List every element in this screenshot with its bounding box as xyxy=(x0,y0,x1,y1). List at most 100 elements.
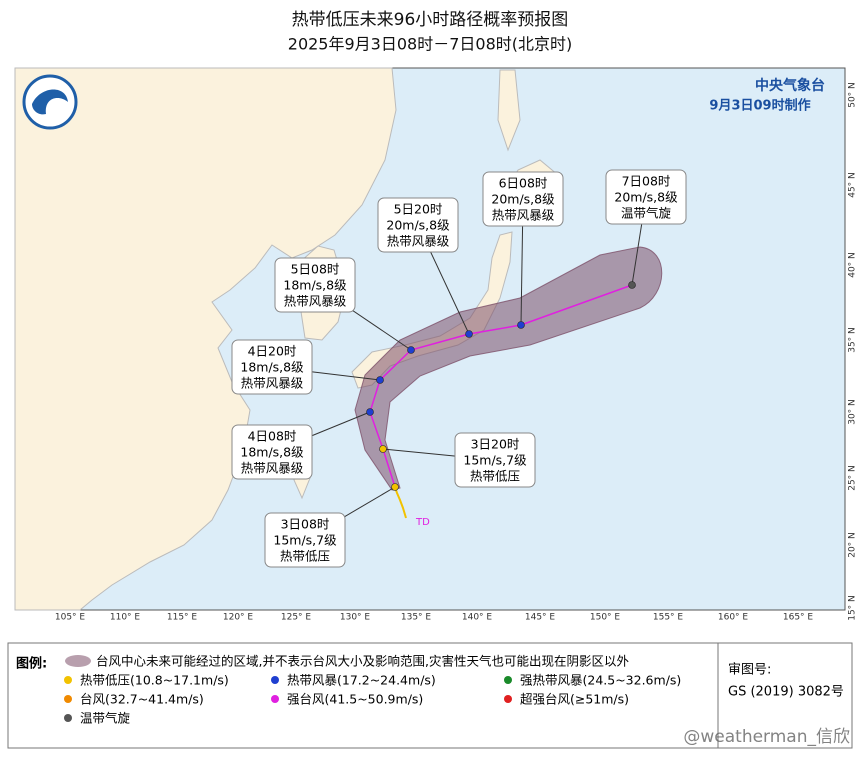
legend-item: 强热带风暴(24.5~32.6m/s) xyxy=(520,673,681,688)
graticule-labels: 105° E 110° E 115° E 120° E 125° E 130° E 135°… xyxy=(55,82,858,622)
approval-label: 审图号: xyxy=(728,663,771,678)
callout-box xyxy=(231,424,313,480)
logo-mark xyxy=(32,89,68,115)
legend-item: 热带风暴(17.2~24.4m/s) xyxy=(287,673,436,688)
sakhalin xyxy=(497,69,521,152)
agency: 中央气象台 xyxy=(755,77,825,94)
mainland xyxy=(14,67,397,611)
callout-wind: 15m/s,7级 xyxy=(273,533,337,548)
map: TD 中央气象台 9月3日09时制作 xyxy=(14,67,846,611)
callout-time: 5日08时 xyxy=(291,262,340,277)
callout-box xyxy=(605,169,687,225)
legend: 图例: 台风中心未来可能经过的区域,并不表示台风大小及影响范围,灾害性天气也可能… xyxy=(7,642,853,749)
callout-time: 6日08时 xyxy=(499,176,548,191)
callout-level: 温带气旋 xyxy=(621,206,672,221)
callout-level: 热带低压 xyxy=(470,469,520,484)
storm-label: TD xyxy=(415,517,430,528)
callout-level: 热带风暴级 xyxy=(241,461,304,476)
logo xyxy=(22,74,78,130)
longitude-label: 130° E xyxy=(340,613,371,623)
legend-dot xyxy=(64,695,72,703)
callout-level: 热带低压 xyxy=(280,549,330,564)
legend-item: 热带低压(10.8~17.1m/s) xyxy=(80,673,229,688)
track-point xyxy=(465,330,473,338)
callout-box xyxy=(274,257,356,313)
callout-wind: 18m/s,8级 xyxy=(283,278,347,293)
callout-box xyxy=(482,171,564,227)
legend-dot xyxy=(271,695,279,703)
past-track xyxy=(394,486,407,519)
latitude-label: 40° N xyxy=(848,252,858,278)
approval-number: GS (2019) 3082号 xyxy=(728,685,844,700)
longitude-label: 115° E xyxy=(167,613,198,623)
callout-wind: 20m/s,8级 xyxy=(491,192,555,207)
longitude-label: 155° E xyxy=(653,613,684,623)
track-point xyxy=(407,346,415,354)
longitude-label: 165° E xyxy=(783,613,814,623)
callout-time: 5日20时 xyxy=(394,202,443,217)
callout-box xyxy=(231,339,313,395)
legend-dot xyxy=(64,676,72,684)
title: 热带低压未来96小时路径概率预报图 xyxy=(292,10,569,30)
legend-items: 热带低压(10.8~17.1m/s) 热带风暴(17.2~24.4m/s) 强热带风… xyxy=(64,673,681,726)
longitude-label: 160° E xyxy=(718,613,749,623)
longitude-label: 110° E xyxy=(110,613,141,623)
callout-time: 4日08时 xyxy=(248,429,297,444)
longitude-label: 145° E xyxy=(525,613,556,623)
track-point xyxy=(379,445,387,453)
issued: 9月3日09时制作 xyxy=(709,98,810,114)
callout-box xyxy=(454,432,536,488)
callouts: 3日08时15m/s,7级热带低压3日20时15m/s,7级热带低压4日08时1… xyxy=(231,169,687,568)
longitude-label: 125° E xyxy=(281,613,312,623)
legend-dot xyxy=(271,676,279,684)
longitude-label: 135° E xyxy=(401,613,432,623)
callout-time: 4日20时 xyxy=(248,344,297,359)
watermark: @weatherman_信欣 xyxy=(683,727,850,747)
legend-cone-swatch xyxy=(65,655,91,667)
longitude-label: 150° E xyxy=(590,613,621,623)
legend-dot xyxy=(504,695,512,703)
callout-time: 7日08时 xyxy=(622,174,671,189)
callout-level: 热带风暴级 xyxy=(241,376,304,391)
subtitle: 2025年9月3日08时－7日08时(北京时) xyxy=(288,35,572,54)
latitude-label: 45° N xyxy=(848,172,858,198)
legend-dot xyxy=(504,676,512,684)
callout-wind: 15m/s,7级 xyxy=(463,453,527,468)
legend-box xyxy=(7,642,853,749)
longitude-label: 140° E xyxy=(462,613,493,623)
legend-item: 强台风(41.5~50.9m/s) xyxy=(287,692,423,707)
callout-wind: 20m/s,8级 xyxy=(614,190,678,205)
callout-wind: 18m/s,8级 xyxy=(240,360,304,375)
callout-level: 热带风暴级 xyxy=(387,234,450,249)
longitude-label: 105° E xyxy=(55,613,86,623)
longitude-label: 120° E xyxy=(223,613,254,623)
track-point xyxy=(628,281,636,289)
probability-cone xyxy=(354,246,663,491)
forecast-track xyxy=(369,284,633,488)
legend-cone: 台风中心未来可能经过的区域,并不表示台风大小及影响范围,灾害性天气也可能出现在阴… xyxy=(96,654,629,669)
callout-time: 3日20时 xyxy=(471,437,520,452)
track-point xyxy=(366,408,374,416)
latitude-label: 20° N xyxy=(848,532,858,558)
track-point xyxy=(391,483,399,491)
legend-item: 台风(32.7~41.4m/s) xyxy=(80,692,204,707)
track-point xyxy=(376,376,384,384)
track-point xyxy=(517,321,525,329)
callout-level: 热带风暴级 xyxy=(492,208,555,223)
latitude-label: 30° N xyxy=(848,399,858,425)
legend-title: 图例: xyxy=(16,656,47,672)
callout-wind: 20m/s,8级 xyxy=(386,218,450,233)
callout-level: 热带风暴级 xyxy=(284,294,347,309)
callout-box xyxy=(377,197,459,253)
callout-box xyxy=(264,512,346,568)
legend-item: 温带气旋 xyxy=(80,711,131,726)
latitude-label: 50° N xyxy=(848,82,858,108)
callout-wind: 18m/s,8级 xyxy=(240,445,304,460)
latitude-label: 15° N xyxy=(848,595,858,621)
latitude-label: 25° N xyxy=(848,465,858,491)
latitude-label: 35° N xyxy=(848,327,858,353)
legend-dot xyxy=(64,714,72,722)
callout-time: 3日08时 xyxy=(281,517,330,532)
legend-item: 超强台风(≥51m/s) xyxy=(520,692,629,707)
